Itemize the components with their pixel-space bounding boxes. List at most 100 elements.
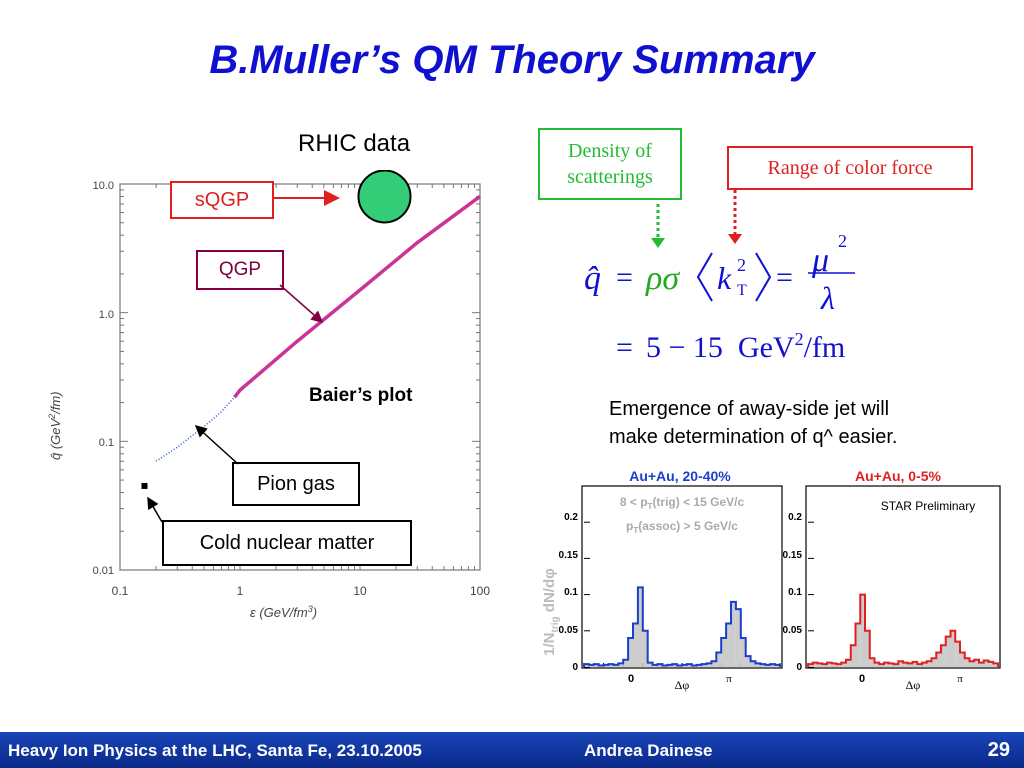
hist-bar	[974, 659, 979, 667]
hist-bar	[827, 662, 832, 667]
sqgp-box: sQGP	[170, 181, 274, 219]
hist-bar	[765, 664, 771, 667]
hist-bar	[642, 630, 648, 667]
right-y-tick: 0.15	[783, 550, 803, 561]
density-arrowhead	[651, 238, 665, 248]
hist-bar	[711, 661, 717, 667]
plot-marks	[141, 170, 482, 489]
hist-bar	[922, 662, 927, 667]
pion-gas-arrow	[194, 424, 239, 465]
hist-bar	[884, 662, 889, 667]
hist-bar	[898, 661, 903, 667]
qgp-arrow	[279, 284, 324, 323]
right-y-tick: 0	[796, 662, 802, 673]
hist-bar	[686, 664, 692, 667]
left-histogram	[583, 586, 781, 667]
baier-caption: Baier’s plot	[309, 385, 413, 406]
slide-footer: Heavy Ion Physics at the LHC, Santa Fe, …	[0, 732, 1024, 768]
x-axis-label: ε (GeV/fm3)	[250, 604, 317, 620]
hist-outline	[807, 593, 999, 667]
hist-bar	[960, 652, 965, 667]
hist-bar	[740, 638, 746, 667]
y-tick-label: 10.0	[93, 180, 114, 192]
right-x-tick-pi: π	[957, 673, 963, 685]
left-y-tick: 0.05	[559, 625, 579, 636]
density-label-line1: Density of	[568, 140, 652, 162]
right-y-tick: 0.2	[788, 512, 802, 523]
x-tick-label: 0.1	[112, 584, 129, 598]
hist-bar	[603, 664, 609, 667]
hist-bar	[969, 661, 975, 667]
hist-bar	[588, 664, 594, 667]
k-superscript: 2	[737, 255, 746, 275]
k-symbol: k	[717, 260, 732, 296]
hist-bar	[721, 638, 727, 667]
y-tick-label: 0.1	[99, 437, 114, 449]
hist-bar	[731, 601, 736, 667]
hist-bar	[812, 662, 818, 667]
y-tick-label: 0.01	[93, 565, 114, 577]
hist-bar	[701, 664, 707, 667]
mu-superscript: 2	[838, 231, 847, 251]
hist-bar	[672, 664, 678, 667]
hist-bar	[841, 662, 846, 667]
hist-bar	[608, 664, 614, 667]
hist-bar	[726, 623, 731, 667]
pion-gas-box: Pion gas	[232, 462, 360, 506]
footer-author: Andrea Dainese	[584, 741, 713, 760]
hist-bar	[846, 659, 851, 667]
qhat-formula: q̂ = ρσ k 2 T = μ 2 λ = 5 − 15 GeV2/fm	[584, 231, 855, 364]
cold-nuclear-matter-box: Cold nuclear matter	[162, 520, 412, 566]
hist-bar	[618, 663, 624, 667]
hist-bar	[941, 645, 946, 667]
hist-bar	[584, 664, 589, 667]
q-hat: q̂	[584, 260, 601, 297]
away-side-text: Emergence of away-side jet will make det…	[609, 395, 897, 451]
left-cut-2: pT(assoc) > 5 GeV/c	[626, 519, 738, 535]
baier-plot: 10.0 1.0 0.1 0.01 0.1 1 10 100 ε (GeV/fm…	[47, 170, 490, 620]
density-label-line2: scatterings	[567, 166, 653, 188]
hist-bar	[628, 638, 633, 667]
right-x-tick-0: 0	[859, 673, 865, 685]
hist-bar	[860, 594, 865, 667]
hist-bar	[817, 663, 823, 667]
hist-bar	[893, 664, 899, 667]
hist-bar	[745, 656, 751, 667]
hist-bar	[931, 658, 937, 667]
k-subscript: T	[737, 282, 747, 299]
hist-bar	[633, 623, 638, 667]
hist-bar	[735, 609, 741, 667]
star-plots: 1/Ntrig dN/dφ Au+Au, 20-40% 0.2 0.15 0.1…	[541, 468, 1001, 692]
left-y-tick: 0	[572, 662, 578, 673]
star-y-axis-label: 1/Ntrig dN/dφ	[541, 568, 561, 656]
qgp-box: QGP	[196, 250, 284, 290]
left-y-tick: 0.15	[559, 550, 579, 561]
right-panel-frame	[805, 485, 1001, 669]
slide-title: B.Muller’s QM Theory Summary	[209, 38, 815, 82]
equals-2: =	[776, 261, 793, 294]
hist-bar	[979, 662, 984, 667]
mu-symbol: μ	[811, 242, 829, 279]
equals-1: =	[616, 261, 633, 294]
hist-bar	[874, 662, 880, 667]
hist-bar	[657, 664, 663, 667]
hist-bar	[755, 663, 761, 667]
away-side-text-line2: make determination of q^ easier.	[609, 426, 898, 448]
hist-bar	[926, 661, 932, 667]
hist-bar	[760, 664, 766, 667]
hist-bar	[912, 661, 918, 667]
y-tick-label: 1.0	[99, 309, 114, 321]
left-x-tick-pi: π	[726, 673, 732, 685]
hist-bar	[652, 664, 658, 667]
right-angle-bracket	[755, 252, 772, 302]
hist-bar	[950, 630, 956, 667]
hist-bar	[964, 658, 970, 667]
hist-bar	[865, 630, 870, 667]
hist-bar	[907, 663, 913, 667]
left-x-label: Δφ	[675, 678, 690, 692]
hist-bar	[988, 661, 994, 667]
hist-bar	[869, 658, 875, 667]
x-tick-label: 1	[237, 584, 244, 598]
hist-bar	[667, 664, 673, 667]
